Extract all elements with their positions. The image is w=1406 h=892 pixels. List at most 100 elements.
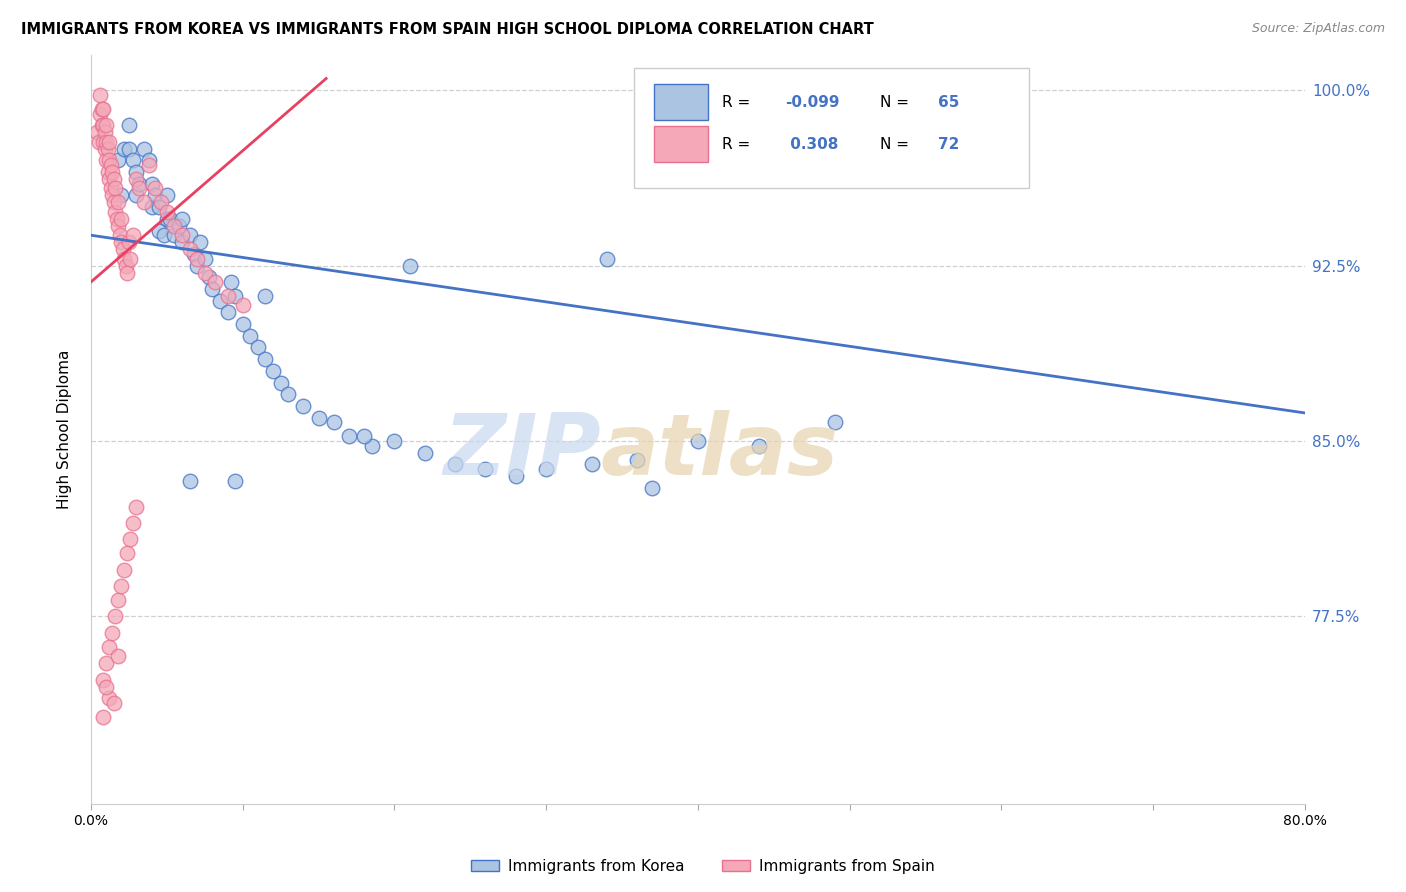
Point — [108, 228, 131, 243]
Point — [138, 153, 160, 168]
Point — [111, 242, 134, 256]
Point — [152, 228, 174, 243]
Y-axis label: High School Diploma: High School Diploma — [58, 350, 72, 509]
Point — [198, 270, 221, 285]
Point — [159, 211, 181, 226]
Point — [94, 118, 117, 132]
Point — [110, 579, 132, 593]
Text: R =: R = — [723, 95, 755, 110]
Point — [86, 125, 108, 139]
Point — [596, 252, 619, 266]
Point — [112, 252, 135, 266]
Point — [143, 188, 166, 202]
Point — [686, 434, 709, 448]
Point — [156, 211, 179, 226]
Point — [254, 352, 277, 367]
Point — [581, 458, 603, 472]
Point — [104, 204, 127, 219]
Point — [100, 181, 122, 195]
Point — [141, 177, 163, 191]
Point — [101, 625, 124, 640]
Point — [534, 462, 557, 476]
Point — [101, 165, 124, 179]
Point — [138, 158, 160, 172]
Point — [204, 275, 226, 289]
Point — [110, 235, 132, 250]
Point — [128, 181, 150, 195]
Point — [626, 452, 648, 467]
Point — [89, 87, 111, 102]
Point — [353, 429, 375, 443]
Point — [118, 142, 141, 156]
Point — [239, 328, 262, 343]
Point — [87, 135, 110, 149]
Point — [824, 415, 846, 429]
FancyBboxPatch shape — [654, 84, 707, 120]
Point — [104, 609, 127, 624]
Point — [122, 153, 145, 168]
Text: IMMIGRANTS FROM KOREA VS IMMIGRANTS FROM SPAIN HIGH SCHOOL DIPLOMA CORRELATION C: IMMIGRANTS FROM KOREA VS IMMIGRANTS FROM… — [21, 22, 875, 37]
Point — [103, 696, 125, 710]
Point — [188, 235, 211, 250]
Point — [104, 181, 127, 195]
Point — [163, 219, 186, 233]
Point — [360, 439, 382, 453]
Point — [217, 305, 239, 319]
Point — [118, 235, 141, 250]
Point — [118, 118, 141, 132]
Point — [217, 289, 239, 303]
Point — [337, 429, 360, 443]
Point — [179, 474, 201, 488]
Text: R =: R = — [723, 137, 755, 153]
Point — [143, 181, 166, 195]
Point — [97, 142, 120, 156]
Point — [98, 691, 121, 706]
Point — [112, 563, 135, 577]
Point — [110, 188, 132, 202]
Point — [262, 364, 284, 378]
Point — [107, 195, 129, 210]
Text: -0.099: -0.099 — [786, 95, 839, 110]
Point — [224, 289, 246, 303]
Point — [107, 219, 129, 233]
FancyBboxPatch shape — [634, 68, 1029, 188]
Point — [141, 200, 163, 214]
Point — [98, 640, 121, 654]
Point — [748, 439, 770, 453]
Point — [292, 399, 315, 413]
Point — [149, 195, 172, 210]
Point — [148, 223, 170, 237]
Point — [170, 235, 193, 250]
Point — [103, 195, 125, 210]
Text: 65: 65 — [938, 95, 960, 110]
Point — [125, 188, 148, 202]
Text: ZIP: ZIP — [443, 410, 600, 493]
Point — [94, 680, 117, 694]
Point — [170, 211, 193, 226]
Point — [232, 298, 254, 312]
Point — [128, 177, 150, 191]
Point — [186, 252, 208, 266]
Point — [125, 500, 148, 514]
Point — [163, 228, 186, 243]
Point — [103, 172, 125, 186]
Text: 0.308: 0.308 — [786, 137, 839, 153]
Text: N =: N = — [880, 137, 914, 153]
Point — [132, 142, 155, 156]
Legend: Immigrants from Korea, Immigrants from Spain: Immigrants from Korea, Immigrants from S… — [465, 853, 941, 880]
Point — [398, 259, 420, 273]
Point — [100, 158, 122, 172]
Point — [101, 188, 124, 202]
Point — [120, 252, 142, 266]
Point — [277, 387, 299, 401]
Point — [505, 469, 527, 483]
Point — [641, 481, 664, 495]
Point — [186, 259, 208, 273]
Point — [232, 317, 254, 331]
Text: 72: 72 — [938, 137, 960, 153]
Text: N =: N = — [880, 95, 914, 110]
Point — [201, 282, 224, 296]
Point — [94, 656, 117, 670]
Point — [122, 516, 145, 530]
Point — [114, 259, 136, 273]
